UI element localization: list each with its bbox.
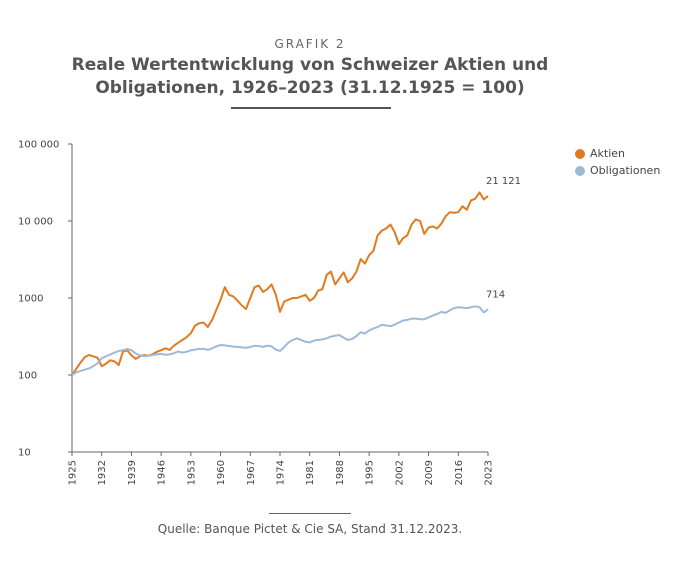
x-tick-label-11: 2002 <box>394 460 405 485</box>
legend-item-obligationen: Obligationen <box>575 162 660 179</box>
x-tick-label-0: 1925 <box>68 460 79 485</box>
legend-label-aktien: Aktien <box>590 147 626 160</box>
legend-label-obligationen: Obligationen <box>590 164 661 177</box>
x-tick-label-5: 1960 <box>216 460 227 485</box>
x-tick-label-3: 1946 <box>157 460 168 485</box>
end-label-obligationen: 714 <box>486 289 505 300</box>
y-tick-label-4: 10 <box>18 448 31 459</box>
legend-swatch-aktien <box>575 148 585 159</box>
x-tick-label-12: 2009 <box>424 460 435 485</box>
x-tick-label-2: 1939 <box>127 460 138 485</box>
legend-swatch-obligationen <box>575 165 585 176</box>
chart-title-line-1: Reale Wertentwicklung von Schweizer Akti… <box>71 55 549 75</box>
chart-title-line-2: Obligationen, 1926–2023 (31.12.1925 = 10… <box>95 78 525 98</box>
source-divider <box>269 513 351 514</box>
source-note: Quelle: Banque Pictet & Cie SA, Stand 31… <box>157 522 463 536</box>
y-tick-label-3: 100 <box>18 371 37 382</box>
x-tick-label-4: 1953 <box>186 460 197 485</box>
x-tick-label-9: 1988 <box>335 460 346 485</box>
end-label-aktien: 21 121 <box>486 176 521 187</box>
title-underline <box>231 107 391 109</box>
chart-legend: Aktien Obligationen <box>575 145 660 179</box>
y-tick-label-1: 10 000 <box>18 217 53 228</box>
x-tick-label-1: 1932 <box>97 460 108 485</box>
chart-kicker: GRAFIK 2 <box>274 37 346 51</box>
x-tick-label-8: 1981 <box>305 460 316 485</box>
x-tick-label-13: 2016 <box>454 460 465 485</box>
y-tick-label-2: 1000 <box>18 294 43 305</box>
x-tick-label-14: 2023 <box>484 460 495 485</box>
series-line-aktien <box>71 191 489 376</box>
legend-item-aktien: Aktien <box>575 145 660 162</box>
x-tick-label-7: 1974 <box>276 460 287 485</box>
x-tick-label-10: 1995 <box>365 460 376 485</box>
series-line-obligationen <box>71 305 489 376</box>
y-tick-label-0: 100 000 <box>18 140 59 151</box>
chart-title: Reale Wertentwicklung von Schweizer Akti… <box>0 54 620 100</box>
x-tick-label-6: 1967 <box>246 460 257 485</box>
